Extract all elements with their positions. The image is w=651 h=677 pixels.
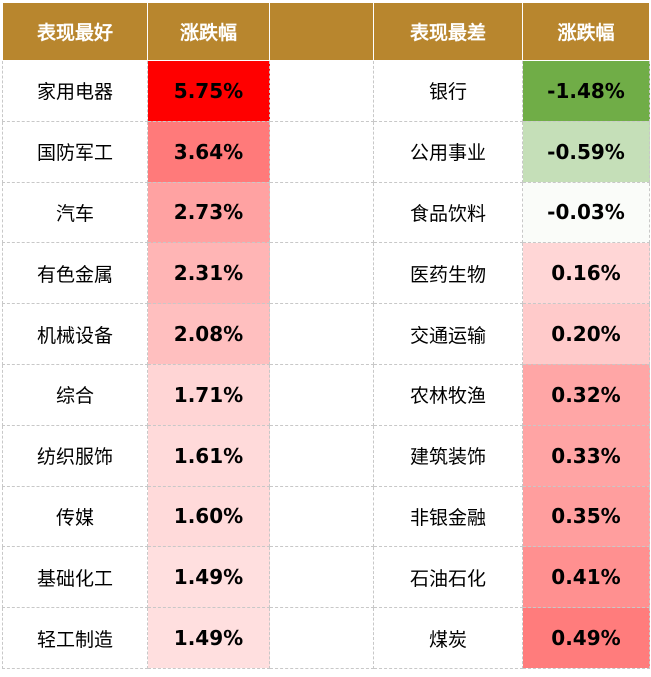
row-spacer — [269, 485, 374, 548]
worst-sector-name: 非银金融 — [373, 485, 523, 548]
best-sector-change: 3.64% — [147, 120, 270, 183]
best-sector-change: 5.75% — [147, 60, 270, 122]
best-sector-name: 轻工制造 — [2, 607, 148, 669]
best-sector-change: 2.31% — [147, 242, 270, 305]
worst-sector-change: 0.32% — [522, 363, 650, 426]
worst-sector-change: -1.48% — [522, 60, 650, 122]
worst-sector-change: 0.49% — [522, 607, 650, 669]
best-sector-change: 1.71% — [147, 363, 270, 426]
best-sector-change: 2.73% — [147, 181, 270, 244]
worst-change-header: 涨跌幅 — [522, 2, 650, 61]
table-row: 传媒 1.60% 非银金融 0.35% — [2, 485, 650, 548]
row-spacer — [269, 607, 374, 669]
worst-sector-change: -0.59% — [522, 120, 650, 183]
table-row: 纺织服饰 1.61% 建筑装饰 0.33% — [2, 424, 650, 487]
table-row: 机械设备 2.08% 交通运输 0.20% — [2, 303, 650, 365]
table-row: 家用电器 5.75% 银行 -1.48% — [2, 60, 650, 122]
best-change-header: 涨跌幅 — [147, 2, 270, 61]
row-spacer — [269, 546, 374, 609]
table-row: 有色金属 2.31% 医药生物 0.16% — [2, 242, 650, 305]
worst-sector-name: 交通运输 — [373, 303, 523, 365]
table-body: 家用电器 5.75% 银行 -1.48% 国防军工 3.64% 公用事业 -0.59% 汽车 2.… — [2, 60, 650, 669]
worst-sector-change: -0.03% — [522, 181, 650, 244]
worst-sector-name: 煤炭 — [373, 607, 523, 669]
best-sector-name: 传媒 — [2, 485, 148, 548]
row-spacer — [269, 424, 374, 487]
worst-sector-name: 公用事业 — [373, 120, 523, 183]
row-spacer — [269, 120, 374, 183]
table-row: 综合 1.71% 农林牧渔 0.32% — [2, 363, 650, 426]
header-spacer — [269, 2, 374, 61]
best-sector-header: 表现最好 — [2, 2, 148, 61]
best-sector-change: 2.08% — [147, 303, 270, 365]
table-row: 轻工制造 1.49% 煤炭 0.49% — [2, 607, 650, 669]
worst-sector-change: 0.16% — [522, 242, 650, 305]
worst-sector-name: 医药生物 — [373, 242, 523, 305]
best-sector-change: 1.49% — [147, 607, 270, 669]
table-row: 国防军工 3.64% 公用事业 -0.59% — [2, 120, 650, 183]
worst-sector-name: 建筑装饰 — [373, 424, 523, 487]
worst-sector-name: 农林牧渔 — [373, 363, 523, 426]
header-row: 表现最好 涨跌幅 表现最差 涨跌幅 — [2, 2, 650, 61]
best-sector-name: 有色金属 — [2, 242, 148, 305]
best-sector-name: 机械设备 — [2, 303, 148, 365]
best-sector-name: 纺织服饰 — [2, 424, 148, 487]
best-sector-name: 国防军工 — [2, 120, 148, 183]
best-sector-name: 基础化工 — [2, 546, 148, 609]
best-sector-change: 1.61% — [147, 424, 270, 487]
worst-sector-change: 0.41% — [522, 546, 650, 609]
row-spacer — [269, 60, 374, 122]
worst-sector-name: 银行 — [373, 60, 523, 122]
worst-sector-name: 石油石化 — [373, 546, 523, 609]
table-row: 汽车 2.73% 食品饮料 -0.03% — [2, 181, 650, 244]
row-spacer — [269, 242, 374, 305]
table-row: 基础化工 1.49% 石油石化 0.41% — [2, 546, 650, 609]
worst-sector-change: 0.35% — [522, 485, 650, 548]
worst-sector-change: 0.33% — [522, 424, 650, 487]
worst-sector-name: 食品饮料 — [373, 181, 523, 244]
best-sector-change: 1.49% — [147, 546, 270, 609]
best-sector-name: 家用电器 — [2, 60, 148, 122]
worst-sector-change: 0.20% — [522, 303, 650, 365]
row-spacer — [269, 303, 374, 365]
best-sector-change: 1.60% — [147, 485, 270, 548]
worst-sector-header: 表现最差 — [373, 2, 523, 61]
row-spacer — [269, 363, 374, 426]
row-spacer — [269, 181, 374, 244]
best-sector-name: 汽车 — [2, 181, 148, 244]
best-sector-name: 综合 — [2, 363, 148, 426]
